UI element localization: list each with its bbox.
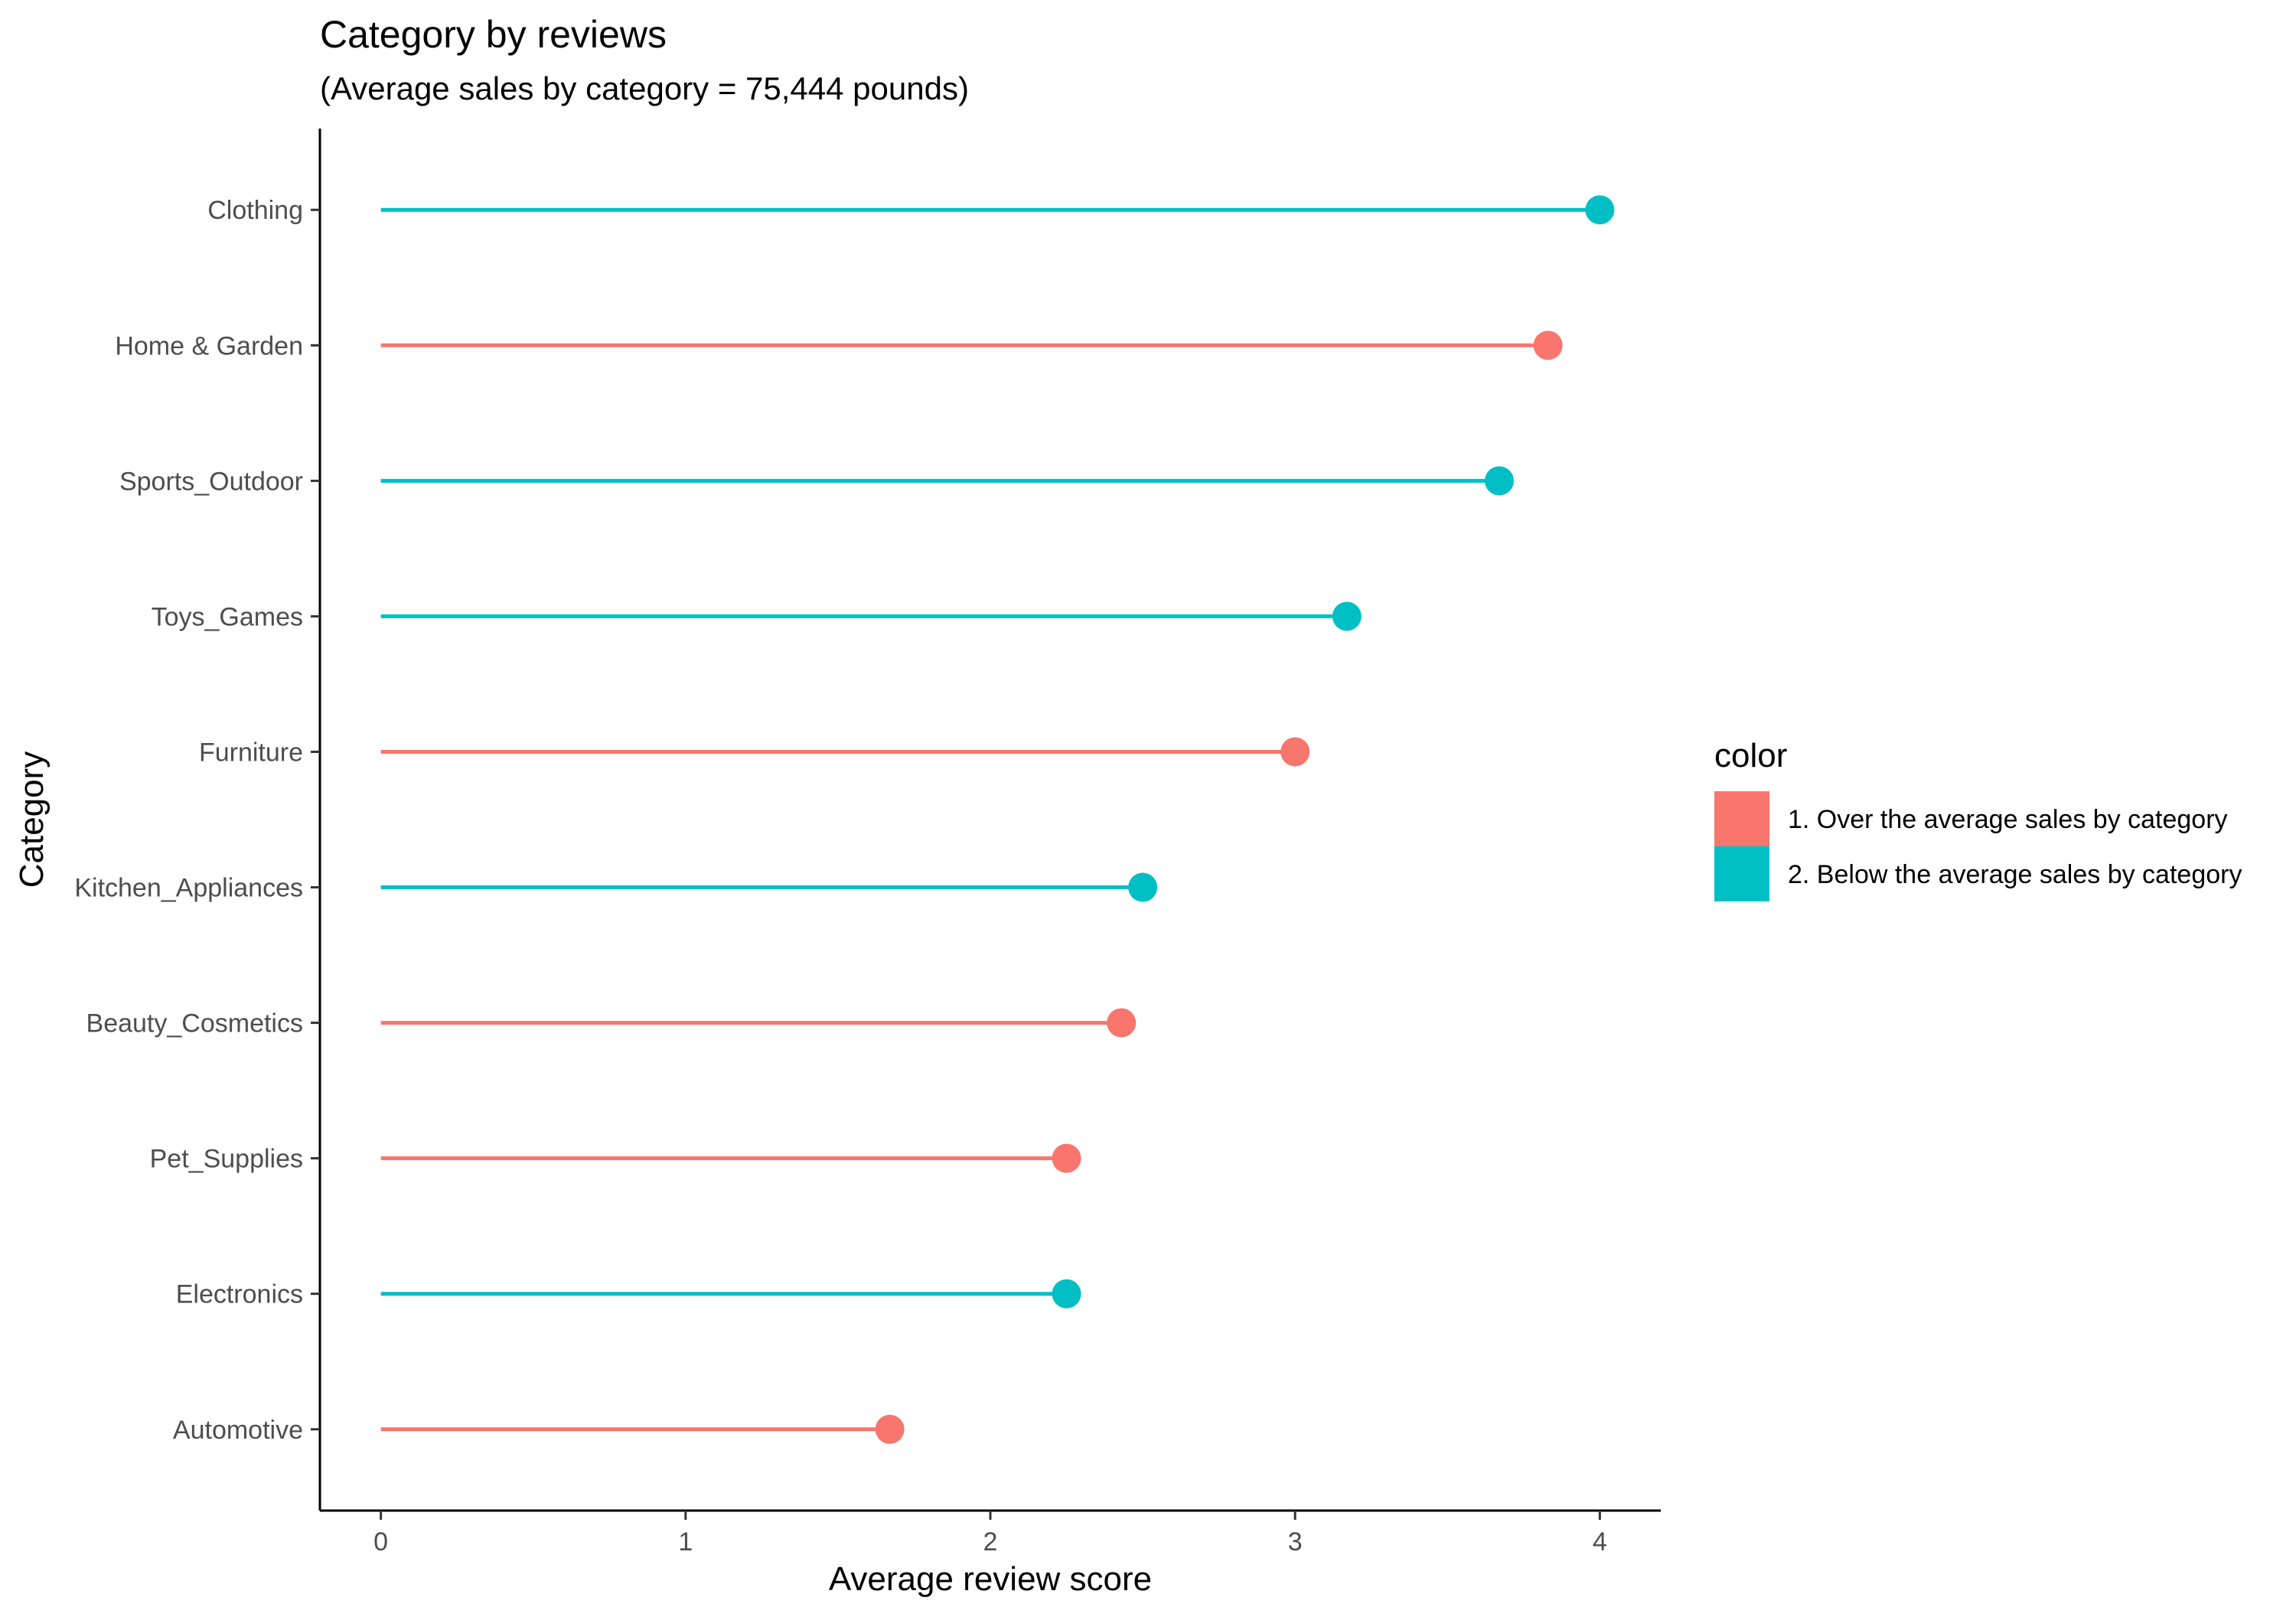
x-tick-label: 1: [678, 1527, 693, 1556]
y-axis-title: Category: [13, 751, 51, 888]
y-tick-label: Clothing: [207, 196, 303, 225]
lollipop-point: [1052, 1279, 1081, 1309]
y-tick-label: Pet_Supplies: [150, 1145, 303, 1174]
legend-label: 1. Over the average sales by category: [1788, 805, 2228, 834]
x-tick-label: 4: [1593, 1527, 1607, 1556]
chart-subtitle: (Average sales by category = 75,444 poun…: [320, 70, 969, 106]
x-tick-label: 3: [1288, 1527, 1303, 1556]
x-tick-label: 0: [373, 1527, 388, 1556]
y-tick-label: Toys_Games: [152, 602, 303, 631]
y-tick-label: Kitchen_Appliances: [74, 874, 303, 903]
lollipop-point: [1128, 872, 1158, 902]
x-axis-title: Average review score: [829, 1560, 1152, 1598]
legend-swatch: [1714, 791, 1769, 846]
legend: color 1. Over the average sales by categ…: [1714, 737, 2242, 901]
lollipop-point: [1107, 1008, 1137, 1038]
y-tick-label: Sports_Outdoor: [119, 467, 303, 496]
x-tick-label: 2: [983, 1527, 998, 1556]
lollipop-point: [1585, 195, 1615, 225]
legend-swatch: [1714, 846, 1769, 901]
lollipop-point: [875, 1414, 905, 1444]
lollipop-point: [1484, 466, 1514, 496]
y-tick-label: Automotive: [173, 1416, 303, 1445]
lollipop-point: [1533, 331, 1563, 360]
legend-label: 2. Below the average sales by category: [1788, 860, 2242, 889]
x-axis-ticks: 0 1 2 3 4: [373, 1511, 1607, 1556]
y-tick-label: Electronics: [176, 1280, 303, 1309]
lollipop-point: [1332, 601, 1362, 631]
legend-title: color: [1714, 737, 1787, 774]
y-axis-ticks: Clothing Home & Garden Sports_Outdoor Toys_…: [74, 196, 320, 1445]
plot-area: [380, 195, 1615, 1444]
y-tick-label: Home & Garden: [115, 331, 303, 360]
y-tick-label: Beauty_Cosmetics: [86, 1009, 303, 1038]
y-tick-label: Furniture: [199, 738, 303, 767]
chart-title: Category by reviews: [320, 13, 667, 56]
lollipop-point: [1280, 737, 1310, 767]
lollipop-point: [1052, 1143, 1081, 1173]
